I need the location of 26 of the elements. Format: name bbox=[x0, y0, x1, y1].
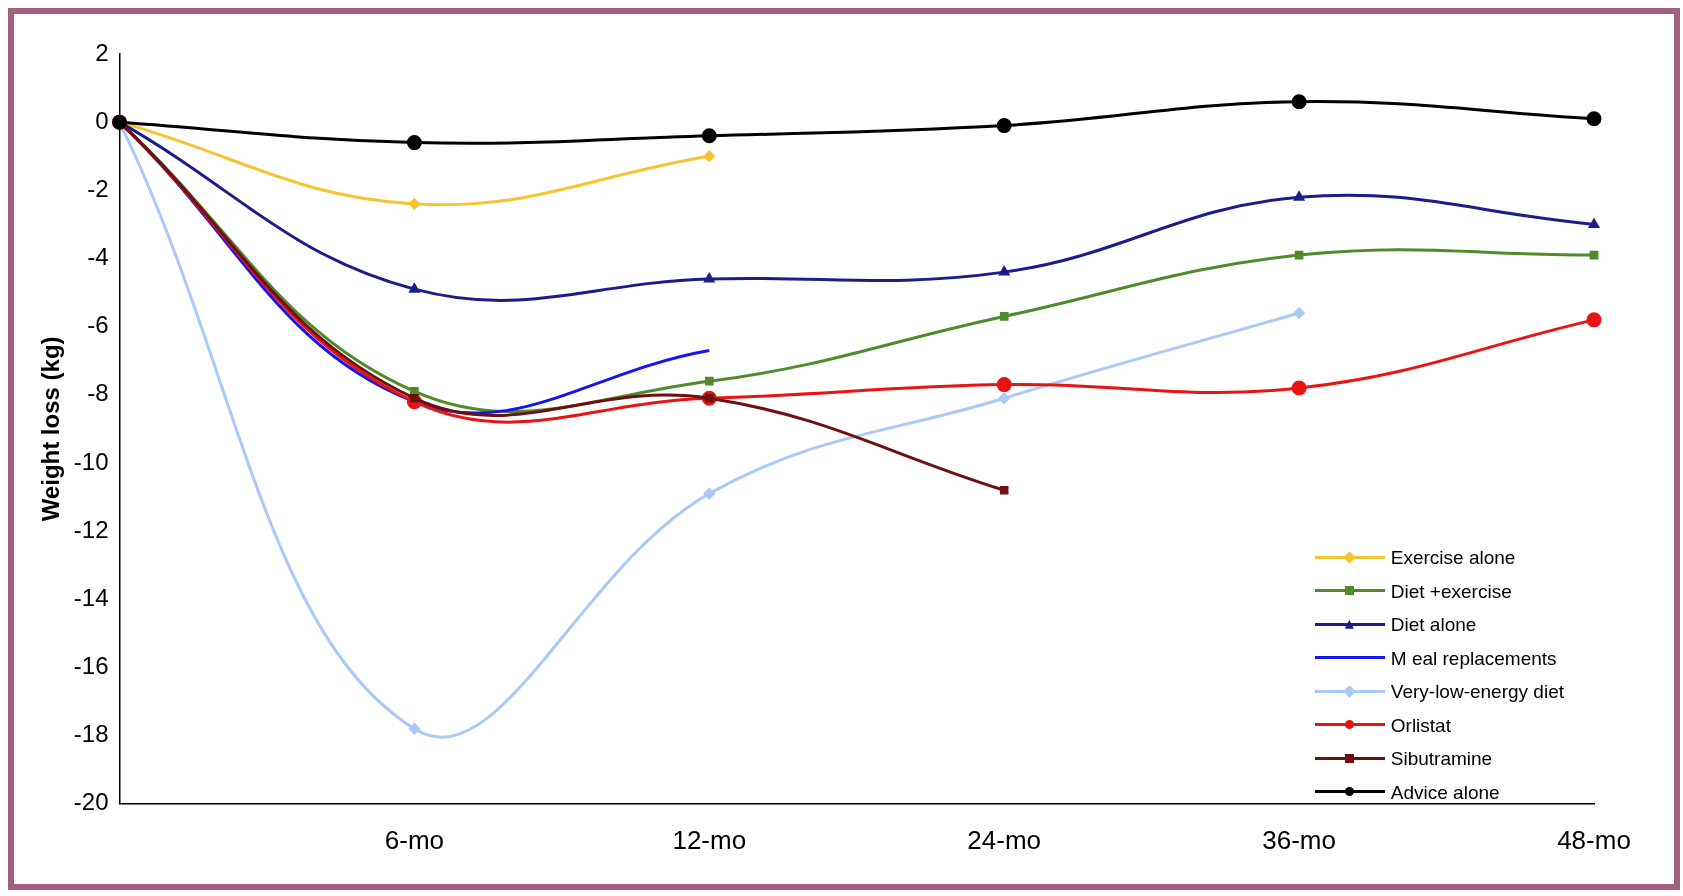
y-tick-label: -6 bbox=[87, 311, 109, 339]
legend-label: Sibutramine bbox=[1390, 747, 1493, 771]
y-tick-label: -4 bbox=[87, 243, 109, 271]
legend-label: Advice alone bbox=[1390, 780, 1500, 805]
y-tick-label: 2 bbox=[95, 38, 109, 66]
legend-label: Orlistat bbox=[1390, 713, 1451, 738]
y-tick-label: -14 bbox=[73, 583, 109, 611]
x-tick-label: 48-mo bbox=[1557, 824, 1631, 855]
y-axis-title: Weight loss (kg) bbox=[37, 336, 65, 522]
x-tick-label: 36-mo bbox=[1262, 824, 1336, 855]
legend-label: M eal replacements bbox=[1390, 646, 1557, 671]
y-tick-label: -8 bbox=[87, 379, 109, 407]
x-tick-label: 6-mo bbox=[384, 824, 445, 855]
y-tick-label: -10 bbox=[73, 447, 109, 475]
y-tick-label: -18 bbox=[73, 720, 109, 748]
x-tick-label: 24-mo bbox=[967, 824, 1042, 855]
y-tick-label: -12 bbox=[73, 515, 109, 543]
legend-label: Diet +exercise bbox=[1390, 579, 1512, 604]
y-tick-label: -20 bbox=[73, 788, 109, 816]
legend-label: Exercise alone bbox=[1390, 546, 1516, 570]
legend-label: Very-low-energy diet bbox=[1390, 680, 1564, 704]
y-tick-label: -16 bbox=[73, 652, 109, 680]
x-tick-label: 12-mo bbox=[672, 824, 747, 855]
y-tick-label: 0 bbox=[95, 106, 109, 134]
y-tick-label: -2 bbox=[87, 174, 109, 202]
legend-label: Diet alone bbox=[1390, 613, 1477, 637]
